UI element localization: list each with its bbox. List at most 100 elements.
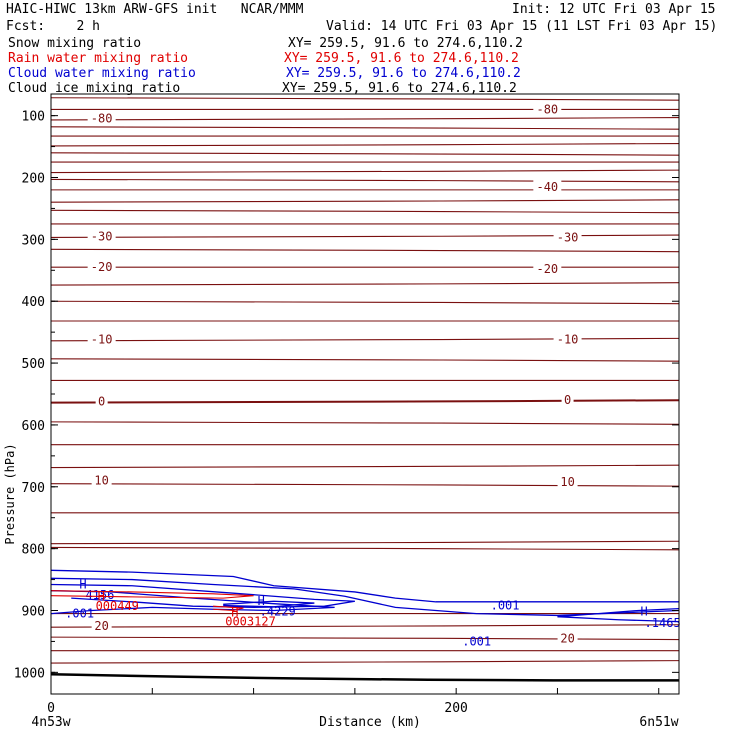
isotherm-line (50, 540, 680, 545)
valid-time: Valid: 14 UTC Fri 03 Apr 15 (11 LST Fri … (326, 19, 718, 34)
cloud-water-contour (50, 569, 679, 603)
isotherm-line (50, 282, 680, 286)
field-cloudwater-xy: XY= 259.5, 91.6 to 274.6,110.2 (286, 66, 521, 81)
isotherm-line (50, 421, 680, 425)
y-tick-label: 600 (22, 419, 45, 434)
cloud-water-contour (557, 607, 680, 618)
isotherm-line (50, 248, 680, 253)
isotherm-label: -30 (91, 229, 113, 243)
field-snow-label: Snow mixing ratio (8, 36, 142, 51)
x-axis-label: Distance (km) (319, 715, 421, 730)
cloud-water-label: H (258, 594, 265, 608)
field-cloudice-label: Cloud ice mixing ratio (8, 81, 181, 96)
isotherm-label: -80 (536, 102, 558, 116)
isotherm-line (50, 546, 680, 551)
cloud-water-contour (557, 616, 680, 623)
y-tick-label: 400 (22, 295, 45, 310)
cloud-water-contour (50, 590, 335, 615)
isotherm-label-bg (557, 631, 578, 645)
cloud-water-label: .001 (462, 634, 491, 648)
isotherm-label-bg (533, 179, 562, 193)
isotherm-label: 10 (94, 474, 108, 488)
isotherm-label: 20 (94, 619, 108, 633)
cloud-water-contour (50, 577, 680, 617)
field-rain-label: Rain water mixing ratio (8, 51, 189, 66)
isotherm-label: 0 (564, 393, 571, 407)
x-endpoint-left: 4n53w (31, 715, 70, 730)
isotherm-label-bg (87, 229, 116, 243)
isotherm-line (50, 636, 680, 641)
x-endpoint-right: 6n51w (639, 715, 678, 730)
isotherm-label-bg (553, 230, 582, 244)
isotherm-label: 10 (560, 475, 574, 489)
rain-water-label: 000449 (96, 599, 139, 613)
forecast-hour: Fcst: 2 h (6, 19, 100, 34)
isotherm-label: 20 (560, 631, 574, 645)
cloud-water-label: H (79, 578, 86, 592)
isotherm-line (50, 199, 680, 203)
cloud-water-label: H (641, 605, 648, 619)
isotherm-label-bg (553, 332, 582, 346)
y-tick-label: 100 (22, 110, 45, 125)
y-tick-label: 500 (22, 357, 45, 372)
isotherm-label: -20 (91, 260, 113, 274)
y-tick-label: 300 (22, 233, 45, 248)
isotherm-line (50, 483, 680, 487)
isotherm-line (50, 152, 680, 156)
rain-water-label: 0003127 (225, 615, 276, 629)
isotherm-label: -80 (91, 112, 113, 126)
y-tick-label: 900 (22, 604, 45, 619)
isotherm-line (50, 169, 680, 174)
isotherm-label-bg (87, 260, 116, 274)
isotherm-line (50, 209, 680, 214)
isotherm-label: 0 (98, 394, 105, 408)
cloud-water-label: .4229 (260, 605, 296, 619)
isotherm-line (50, 399, 680, 404)
isotherm-label-bg (533, 102, 562, 116)
rain-water-label: H (231, 605, 238, 619)
y-tick-label: 1000 (14, 666, 45, 681)
field-cloudwater-label: Cloud water mixing ratio (8, 66, 196, 81)
x-tick-label: 200 (444, 701, 467, 716)
isotherm-line (50, 337, 680, 342)
rain-water-label: H (98, 589, 105, 603)
isotherm-line (50, 234, 680, 239)
isotherm-label-bg (87, 111, 116, 125)
isotherm-label-bg (95, 394, 108, 408)
isotherm-line (50, 358, 680, 362)
isotherm-label: -40 (536, 180, 558, 194)
isotherm-line (50, 624, 680, 628)
x-tick-label: 0 (47, 701, 55, 716)
y-tick-label: 800 (22, 543, 45, 558)
cloud-water-label: .001 (65, 607, 94, 621)
isotherm-line (50, 464, 680, 469)
field-snow-xy: XY= 259.5, 91.6 to 274.6,110.2 (288, 36, 523, 51)
cloud-water-contour (50, 583, 355, 609)
terrain-line (50, 672, 679, 682)
cloud-water-contour (223, 600, 315, 608)
isotherm-line (50, 178, 680, 183)
isotherm-label-bg (91, 473, 112, 487)
isotherm-line (50, 97, 680, 101)
isotherm-line (50, 142, 680, 147)
rain-water-contour (213, 605, 244, 612)
isotherm-label: -30 (557, 231, 579, 245)
isotherm-label: -10 (557, 333, 579, 347)
isotherm-label-bg (87, 332, 116, 346)
y-axis-label: Pressure (hPa) (3, 443, 17, 544)
plot-frame (50, 93, 680, 695)
isotherm-line (50, 300, 680, 305)
isotherm-label-bg (561, 393, 574, 407)
isotherm-label: -10 (91, 333, 113, 347)
isotherm-label-bg (91, 618, 112, 632)
rain-water-contour (50, 590, 254, 599)
isotherm-line (50, 126, 680, 130)
chart-title: HAIC-HIWC 13km ARW-GFS init NCAR/MMM (6, 2, 304, 17)
y-tick-label: 700 (22, 481, 45, 496)
y-tick-label: 200 (22, 172, 45, 187)
field-cloudice-xy: XY= 259.5, 91.6 to 274.6,110.2 (282, 81, 517, 96)
isotherm-label-bg (557, 474, 578, 488)
field-rain-xy: XY= 259.5, 91.6 to 274.6,110.2 (284, 51, 519, 66)
init-time: Init: 12 UTC Fri 03 Apr 15 (512, 2, 716, 17)
